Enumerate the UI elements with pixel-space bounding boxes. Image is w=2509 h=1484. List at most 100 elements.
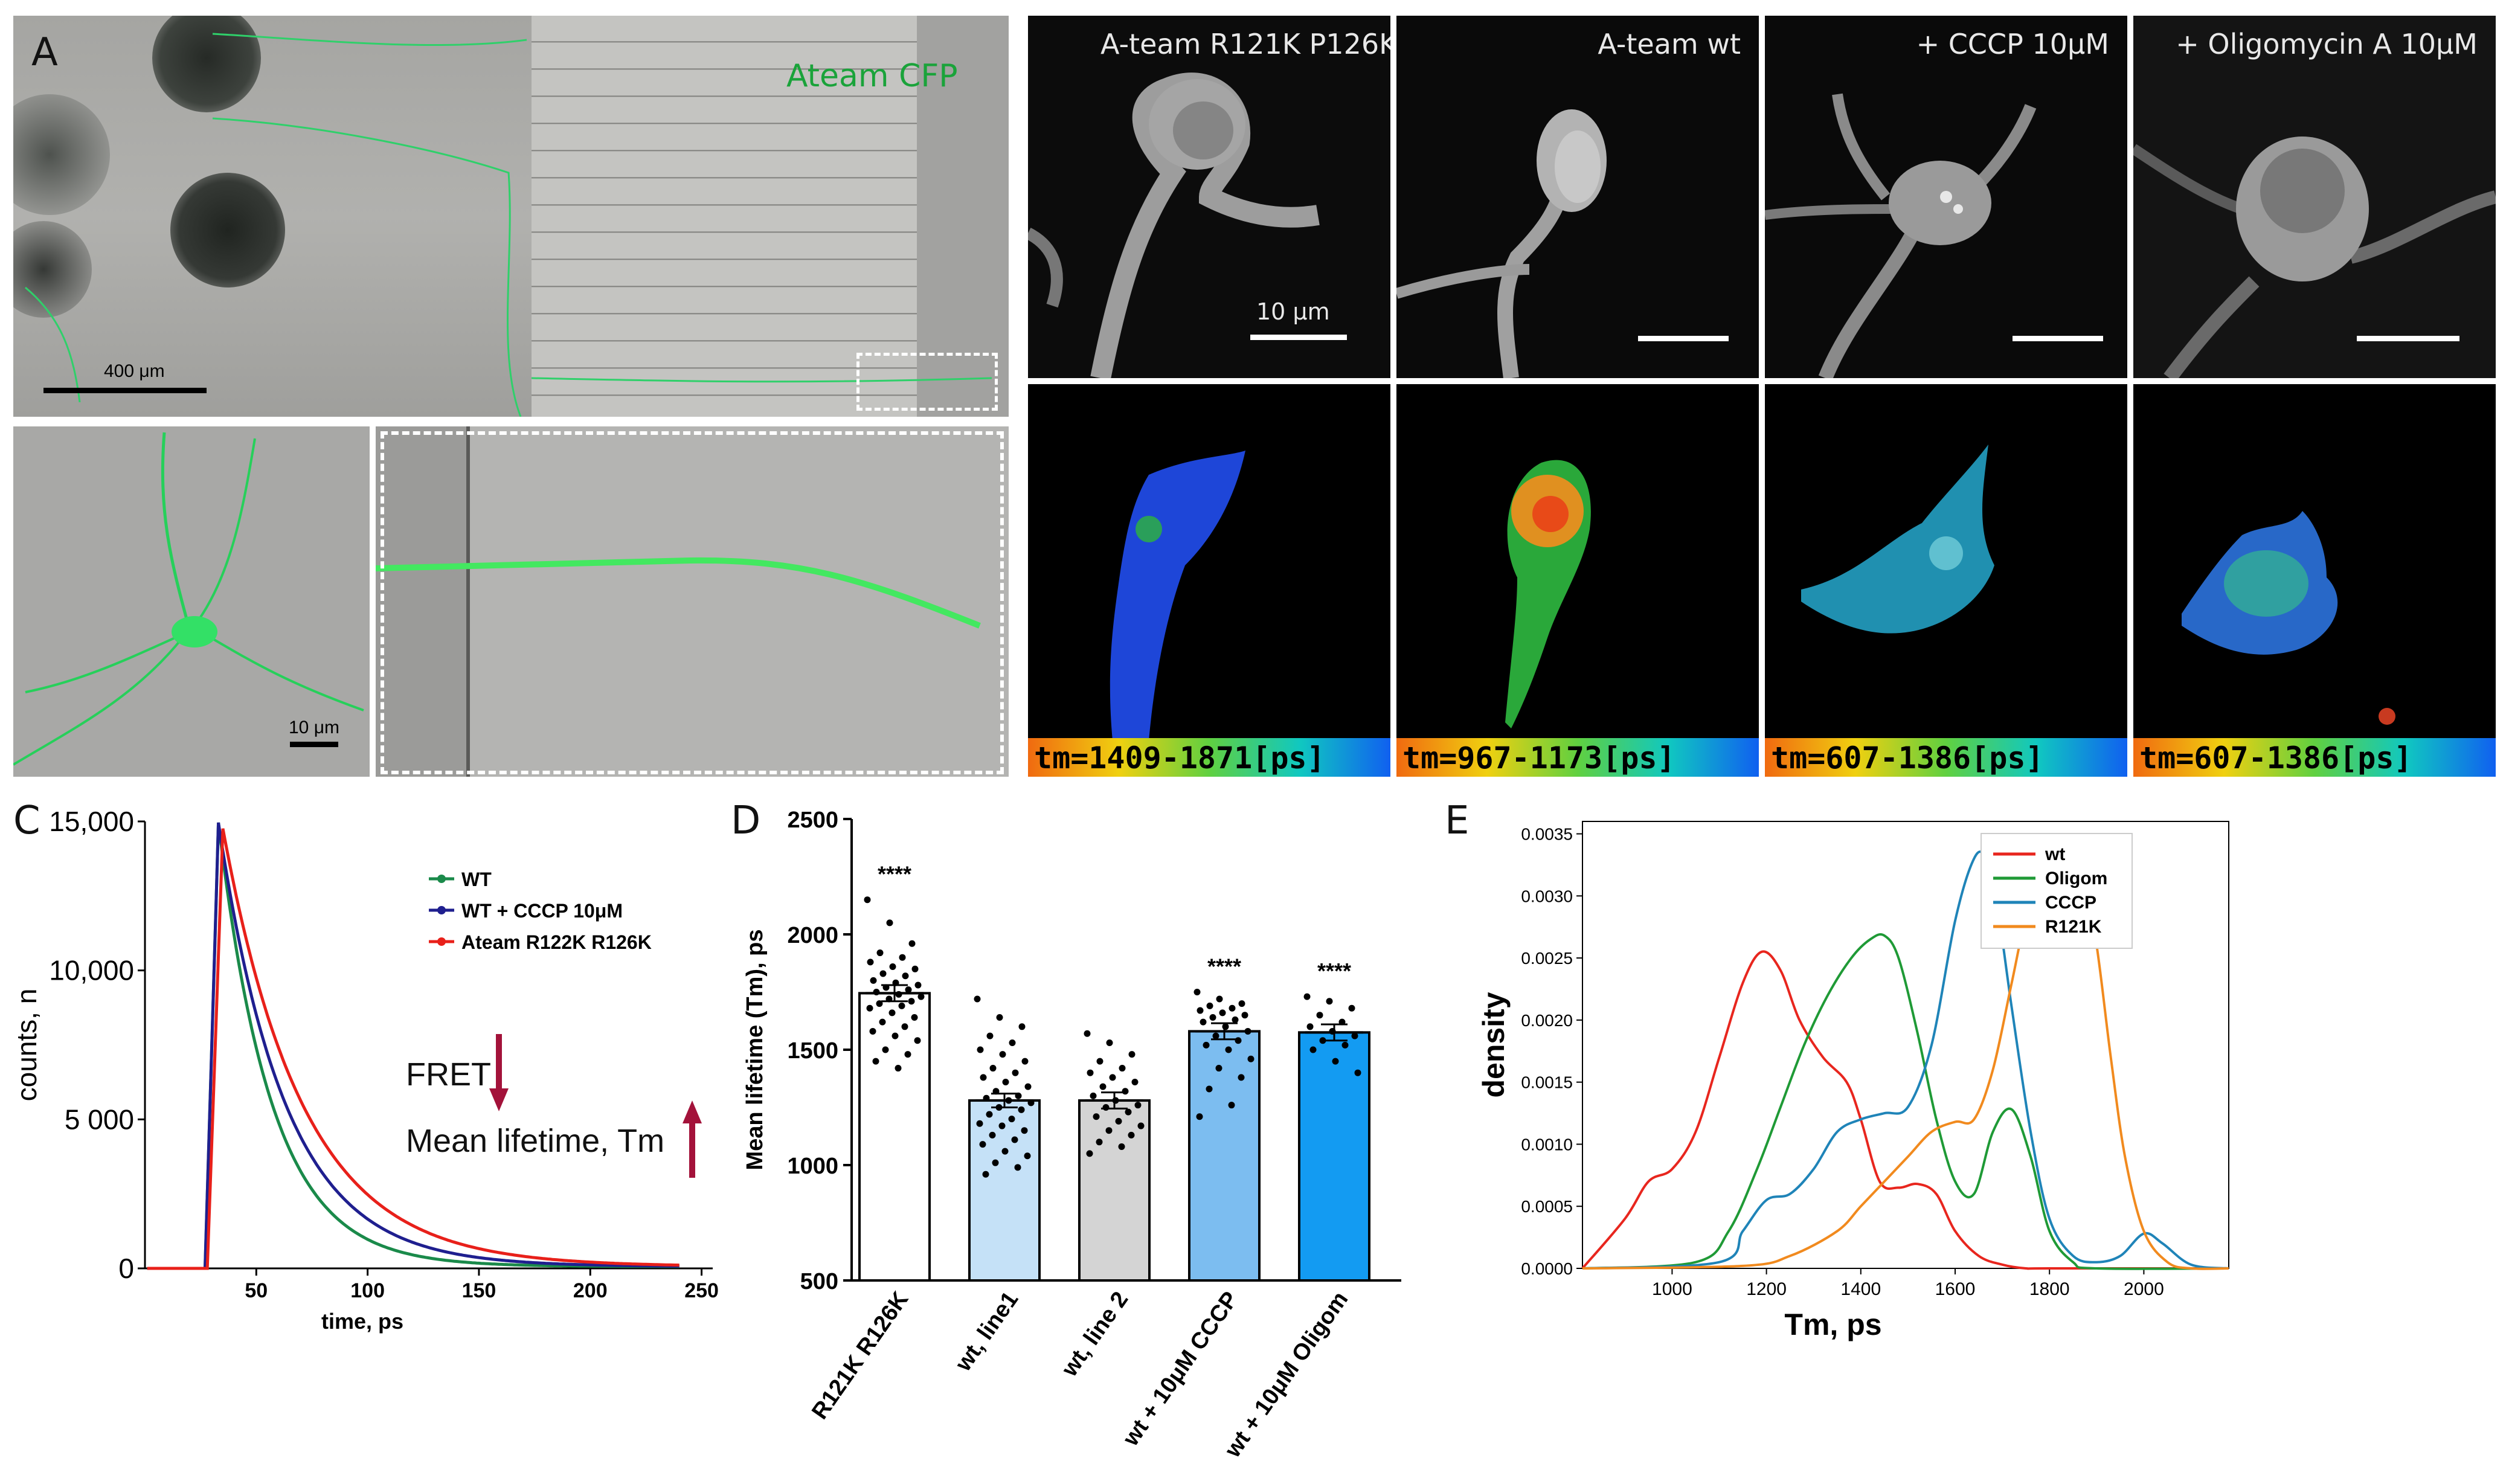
chart-c: 50 100 150 200 250 0 5 000 10,000 15,000 time, ps… bbox=[11, 806, 719, 1334]
data-point bbox=[1086, 1150, 1093, 1157]
data-point bbox=[1112, 1097, 1119, 1104]
series-line bbox=[1582, 933, 2229, 1270]
data-point bbox=[1102, 1104, 1110, 1111]
data-point bbox=[1332, 1058, 1339, 1065]
tm-colorbar-4: tm=607-1386[ps] bbox=[2133, 738, 2496, 777]
data-point bbox=[886, 919, 893, 927]
data-point bbox=[974, 995, 981, 1003]
data-point bbox=[908, 998, 915, 1005]
legend-label: WT + CCCP 10μM bbox=[461, 900, 623, 922]
x-tick-label: wt, line1 bbox=[950, 1287, 1023, 1376]
b-scale-bar-label: 10 μm bbox=[1256, 298, 1330, 325]
channel-exit-region bbox=[917, 16, 1009, 417]
plot-frame bbox=[1582, 821, 2229, 1269]
data-point bbox=[1105, 1127, 1113, 1134]
data-point bbox=[1215, 1065, 1222, 1072]
zoom-box bbox=[856, 353, 998, 411]
data-point bbox=[908, 940, 916, 947]
data-point bbox=[914, 1037, 921, 1044]
data-point bbox=[901, 1023, 908, 1030]
x-tick-label: wt + 10μM CCCP bbox=[1118, 1287, 1244, 1451]
data-point bbox=[1009, 1039, 1016, 1047]
y-tick-label: 0.0025 bbox=[1521, 949, 1573, 968]
channel-wall bbox=[376, 426, 470, 777]
data-point bbox=[873, 989, 880, 995]
data-point bbox=[1018, 1023, 1026, 1030]
data-point bbox=[989, 1065, 997, 1072]
series-line bbox=[147, 828, 679, 1270]
data-point bbox=[1247, 1055, 1254, 1062]
tm-range-label: tm=607-1386[ps] bbox=[1771, 740, 2044, 776]
y-tick-label: 15,000 bbox=[49, 806, 134, 837]
y-tick-label: 0 bbox=[118, 1253, 134, 1284]
data-point bbox=[895, 1065, 902, 1072]
data-point bbox=[1197, 1007, 1204, 1014]
x-tick-label: 1400 bbox=[1840, 1279, 1881, 1299]
data-point bbox=[1125, 1108, 1132, 1116]
data-point bbox=[1001, 1148, 1009, 1155]
data-point bbox=[1228, 1102, 1235, 1109]
data-point bbox=[876, 1000, 883, 1007]
data-point bbox=[1099, 1083, 1107, 1090]
data-point bbox=[864, 896, 871, 904]
panel-a-main-image: Ateam CFP 400 μm bbox=[13, 16, 1009, 417]
y-tick-label: 10,000 bbox=[49, 955, 134, 986]
data-point bbox=[911, 1014, 918, 1021]
data-point bbox=[1128, 1051, 1136, 1058]
flim-image-3: tm=607-1386[ps] bbox=[1765, 384, 2127, 777]
data-point bbox=[998, 1122, 1006, 1129]
cell-cluster bbox=[13, 94, 110, 215]
flim-cell bbox=[2182, 511, 2395, 725]
data-point bbox=[1219, 1009, 1226, 1017]
data-point bbox=[1212, 1032, 1219, 1039]
x-tick-label: wt, line 2 bbox=[1056, 1287, 1133, 1381]
y-axis-label: counts, n bbox=[11, 989, 42, 1102]
data-point bbox=[1087, 1069, 1094, 1076]
flim-cell bbox=[1110, 451, 1245, 740]
data-point bbox=[1348, 1004, 1355, 1012]
data-point bbox=[1326, 998, 1333, 1005]
x-tick-label: R121K R126K bbox=[807, 1287, 913, 1424]
data-point bbox=[1027, 1099, 1035, 1107]
legend-label: R121K bbox=[2045, 917, 2102, 937]
b-grayscale-image-3: + CCCP 10μM bbox=[1765, 16, 2127, 378]
data-point bbox=[995, 1104, 1003, 1111]
data-point bbox=[1329, 1027, 1336, 1035]
panel-letter-e: E bbox=[1445, 798, 1470, 843]
legend-marker bbox=[437, 875, 446, 883]
x-tick-label: 200 bbox=[573, 1279, 608, 1302]
data-point bbox=[1238, 1074, 1245, 1081]
data-point bbox=[1093, 1113, 1100, 1120]
data-point bbox=[1014, 1164, 1021, 1171]
b-grayscale-image-4: + Oligomycin A 10μM bbox=[2133, 16, 2496, 378]
zoom-frame bbox=[381, 431, 1004, 774]
data-point bbox=[982, 1171, 989, 1178]
flim-image-4: tm=607-1386[ps] bbox=[2133, 384, 2496, 777]
data-point bbox=[1206, 1085, 1213, 1093]
x-tick-label: 1600 bbox=[1935, 1279, 1976, 1299]
data-point bbox=[888, 1009, 896, 1017]
legend-label: wt bbox=[2045, 844, 2065, 864]
y-tick-label: 0.0010 bbox=[1521, 1135, 1573, 1154]
data-point bbox=[1084, 1030, 1091, 1037]
microchannels bbox=[532, 16, 917, 417]
data-point bbox=[1209, 1014, 1216, 1021]
data-point bbox=[999, 1051, 1006, 1058]
data-point bbox=[1096, 1139, 1103, 1146]
data-point bbox=[1011, 1136, 1018, 1143]
data-point bbox=[1137, 1122, 1145, 1129]
x-tick-label: 150 bbox=[462, 1279, 496, 1302]
data-point bbox=[1222, 1023, 1229, 1030]
tm-colorbar-2: tm=967-1173[ps] bbox=[1396, 738, 1759, 777]
chart-e: 1000 1200 1400 1600 1800 2000 0.0000 0.0005 0.00… bbox=[1480, 821, 2229, 1341]
data-point bbox=[1229, 1004, 1236, 1012]
x-tick-label: 1000 bbox=[1652, 1279, 1692, 1299]
data-point bbox=[895, 991, 902, 998]
tm-range-label: tm=1409-1871[ps] bbox=[1034, 740, 1325, 776]
data-point bbox=[1134, 1102, 1142, 1109]
data-point bbox=[1005, 1097, 1012, 1104]
data-point bbox=[1341, 1041, 1349, 1049]
data-point bbox=[1106, 1039, 1113, 1047]
data-point bbox=[866, 1004, 873, 1012]
b-grayscale-image-1: A-team R121K P126K bbox=[1028, 16, 1390, 378]
